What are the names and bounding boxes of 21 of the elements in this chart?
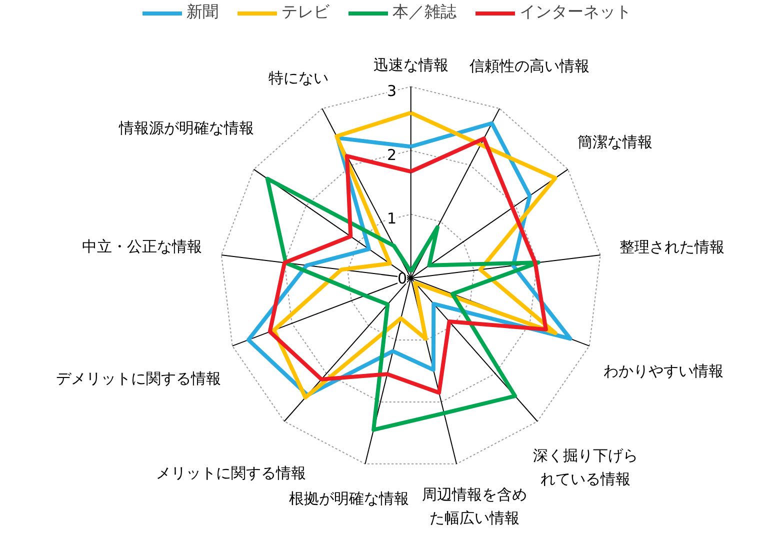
spoke-label: 信頼性の高い情報 — [470, 56, 590, 75]
spoke-label: メリットに関する情報 — [156, 464, 306, 482]
spoke-label: わかりやすい情報 — [603, 362, 724, 380]
y-tick-label: 2 — [387, 146, 397, 164]
spoke-label: 周辺情報を含めた幅広い情報 — [422, 486, 528, 527]
spoke-label: 情報源が明確な情報 — [118, 118, 254, 137]
y-tick-label: 3 — [387, 82, 397, 100]
legend-label: テレビ — [282, 2, 330, 23]
spoke-label: 深く掘り下げられている情報 — [533, 446, 638, 488]
spoke-label: 特にない — [268, 69, 329, 88]
spoke-label: 整理された情報 — [620, 238, 725, 256]
legend-label: 本／雑誌 — [392, 2, 456, 23]
legend-label: インターネット — [520, 2, 632, 23]
spoke-label: 簡潔な情報 — [578, 132, 653, 151]
y-tick-label: 1 — [387, 210, 397, 228]
spoke-label: 中立・公正な情報 — [82, 237, 202, 256]
spoke-label: デメリットに関する情報 — [56, 370, 222, 388]
spoke-label: 根拠が明確な情報 — [289, 490, 410, 508]
y-tick-label: 0 — [397, 270, 408, 288]
legend-label: 新聞 — [186, 2, 218, 23]
spoke-label: 迅速な情報 — [373, 56, 448, 74]
